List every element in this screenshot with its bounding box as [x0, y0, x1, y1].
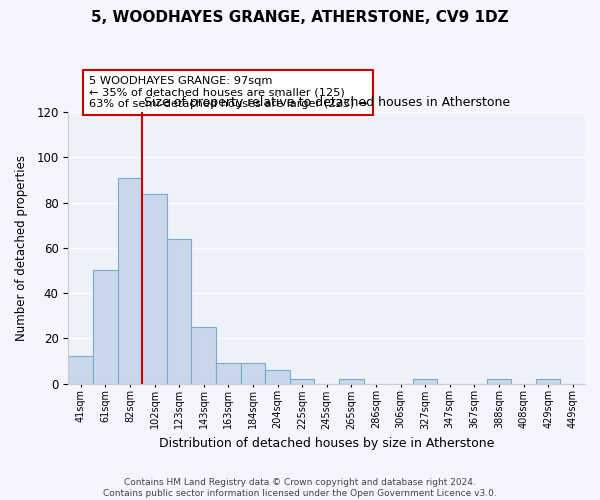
Bar: [68, 356, 93, 384]
Bar: [142, 194, 167, 384]
Bar: [191, 327, 216, 384]
Text: 5, WOODHAYES GRANGE, ATHERSTONE, CV9 1DZ: 5, WOODHAYES GRANGE, ATHERSTONE, CV9 1DZ: [91, 10, 509, 25]
Bar: [487, 379, 511, 384]
Bar: [339, 379, 364, 384]
Bar: [167, 239, 191, 384]
Bar: [290, 379, 314, 384]
Bar: [536, 379, 560, 384]
Text: 5 WOODHAYES GRANGE: 97sqm
← 35% of detached houses are smaller (125)
63% of semi: 5 WOODHAYES GRANGE: 97sqm ← 35% of detac…: [89, 76, 367, 110]
Bar: [265, 370, 290, 384]
Y-axis label: Number of detached properties: Number of detached properties: [15, 155, 28, 341]
Bar: [93, 270, 118, 384]
Bar: [413, 379, 437, 384]
X-axis label: Distribution of detached houses by size in Atherstone: Distribution of detached houses by size …: [159, 437, 494, 450]
Bar: [216, 363, 241, 384]
Bar: [118, 178, 142, 384]
Bar: [241, 363, 265, 384]
Title: Size of property relative to detached houses in Atherstone: Size of property relative to detached ho…: [143, 96, 510, 110]
Text: Contains HM Land Registry data © Crown copyright and database right 2024.
Contai: Contains HM Land Registry data © Crown c…: [103, 478, 497, 498]
